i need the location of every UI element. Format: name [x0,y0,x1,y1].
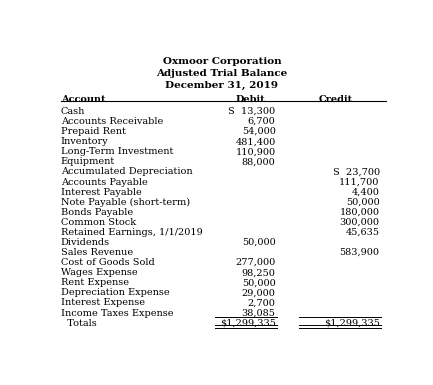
Text: Long-Term Investment: Long-Term Investment [61,147,173,156]
Text: Inventory: Inventory [61,137,109,146]
Text: Accounts Receivable: Accounts Receivable [61,117,163,126]
Text: 583,900: 583,900 [339,248,380,257]
Text: Interest Expense: Interest Expense [61,298,145,308]
Text: 29,000: 29,000 [242,288,276,297]
Text: Account: Account [61,95,105,104]
Text: $1,299,335: $1,299,335 [324,319,380,328]
Text: 277,000: 277,000 [236,258,276,267]
Text: Retained Earnings, 1/1/2019: Retained Earnings, 1/1/2019 [61,228,203,237]
Text: Rent Expense: Rent Expense [61,278,129,287]
Text: Depreciation Expense: Depreciation Expense [61,288,169,297]
Text: 110,900: 110,900 [236,147,276,156]
Text: $1,299,335: $1,299,335 [220,319,276,328]
Text: Common Stock: Common Stock [61,218,136,227]
Text: Accumulated Depreciation: Accumulated Depreciation [61,167,192,176]
Text: 50,000: 50,000 [242,238,276,247]
Text: 45,635: 45,635 [346,228,380,237]
Text: Adjusted Trial Balance: Adjusted Trial Balance [156,69,288,78]
Text: Prepaid Rent: Prepaid Rent [61,127,126,136]
Text: 2,700: 2,700 [248,298,276,308]
Text: 481,400: 481,400 [236,137,276,146]
Text: Sales Revenue: Sales Revenue [61,248,133,257]
Text: S  23,700: S 23,700 [333,167,380,176]
Text: Oxmoor Corporation: Oxmoor Corporation [163,57,281,65]
Text: December 31, 2019: December 31, 2019 [165,82,278,90]
Text: Cost of Goods Sold: Cost of Goods Sold [61,258,155,267]
Text: Note Payable (short-term): Note Payable (short-term) [61,198,190,207]
Text: 4,400: 4,400 [352,187,380,197]
Text: Dividends: Dividends [61,238,110,247]
Text: 50,000: 50,000 [242,278,276,287]
Text: Bonds Payable: Bonds Payable [61,208,133,217]
Text: Income Taxes Expense: Income Taxes Expense [61,308,173,318]
Text: 50,000: 50,000 [346,198,380,207]
Text: S  13,300: S 13,300 [229,107,276,116]
Text: Equipment: Equipment [61,157,115,166]
Text: 98,250: 98,250 [242,268,276,277]
Text: Debit: Debit [236,95,265,104]
Text: Accounts Payable: Accounts Payable [61,177,148,186]
Text: 111,700: 111,700 [339,177,380,186]
Text: 88,000: 88,000 [242,157,276,166]
Text: Totals: Totals [61,319,97,328]
Text: Credit: Credit [319,95,353,104]
Text: 300,000: 300,000 [339,218,380,227]
Text: 38,085: 38,085 [242,308,276,318]
Text: 54,000: 54,000 [242,127,276,136]
Text: 6,700: 6,700 [248,117,276,126]
Text: Interest Payable: Interest Payable [61,187,142,197]
Text: Cash: Cash [61,107,85,116]
Text: 180,000: 180,000 [339,208,380,217]
Text: Wages Expense: Wages Expense [61,268,137,277]
